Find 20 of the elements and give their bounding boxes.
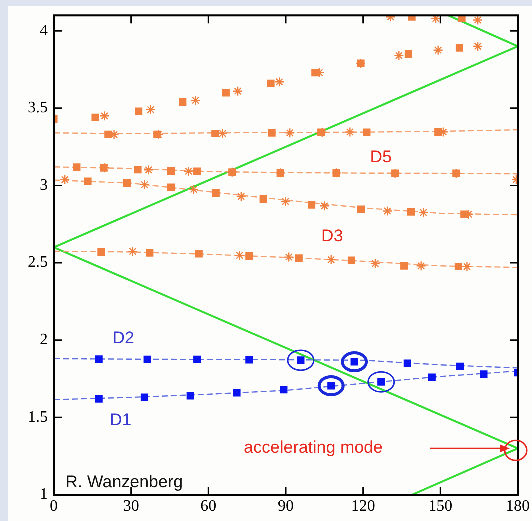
annotation: accelerating mode <box>244 438 383 458</box>
y-tick-label: 3 <box>40 176 48 194</box>
x-tick-label: 150 <box>428 498 453 515</box>
annotation: D1 <box>110 410 132 430</box>
x-tick-label: 90 <box>278 498 294 515</box>
y-tick-label: 2.5 <box>28 254 48 272</box>
x-tick-label: 60 <box>200 498 217 515</box>
y-tick-label: 1.5 <box>28 408 48 426</box>
annotation: R. Wanzenberg <box>66 472 184 492</box>
x-tick-label: 0 <box>50 498 58 515</box>
y-tick-label: 3.5 <box>28 100 48 117</box>
y-tick-label: 4 <box>40 22 48 40</box>
annotation: D2 <box>112 328 134 348</box>
x-tick-label: 30 <box>123 498 140 515</box>
x-tick-label: 120 <box>351 498 376 515</box>
annotation: D3 <box>322 226 344 246</box>
x-tick-label: 180 <box>506 498 530 515</box>
annotation: D5 <box>370 148 392 167</box>
y-tick-label: 1 <box>40 486 48 504</box>
y-tick-label: 2 <box>40 332 48 349</box>
